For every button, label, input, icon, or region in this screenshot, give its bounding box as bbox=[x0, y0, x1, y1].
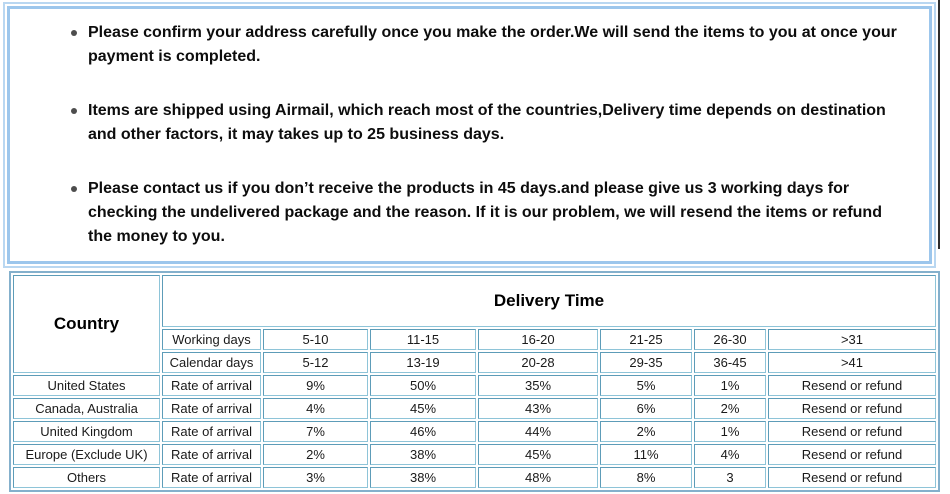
rate-value-cell: 45% bbox=[478, 444, 598, 465]
country-cell: Others bbox=[13, 467, 160, 488]
rate-of-arrival-label-cell: Rate of arrival bbox=[162, 467, 261, 488]
working-days-row: Working days 5-10 11-15 16-20 21-25 26-3… bbox=[13, 329, 936, 350]
rate-value-cell: 3% bbox=[263, 467, 368, 488]
rate-value-cell: 45% bbox=[370, 398, 476, 419]
delivery-time-table: Country Delivery Time Working days 5-10 … bbox=[9, 271, 940, 492]
rate-of-arrival-label-cell: Rate of arrival bbox=[162, 421, 261, 442]
calendar-days-value-cell: 13-19 bbox=[370, 352, 476, 373]
rate-value-cell: 3 bbox=[694, 467, 766, 488]
rate-value-cell: 2% bbox=[600, 421, 692, 442]
rate-value-cell: 44% bbox=[478, 421, 598, 442]
country-cell: United Kingdom bbox=[13, 421, 160, 442]
rate-value-cell: 35% bbox=[478, 375, 598, 396]
calendar-days-label-cell: Calendar days bbox=[162, 352, 261, 373]
rate-value-cell: 48% bbox=[478, 467, 598, 488]
rate-value-cell: 8% bbox=[600, 467, 692, 488]
calendar-days-row: Calendar days 5-12 13-19 20-28 29-35 36-… bbox=[13, 352, 936, 373]
country-cell: Europe (Exclude UK) bbox=[13, 444, 160, 465]
resend-refund-cell: Resend or refund bbox=[768, 375, 936, 396]
country-cell: Canada, Australia bbox=[13, 398, 160, 419]
calendar-days-value-cell: 29-35 bbox=[600, 352, 692, 373]
working-days-value-cell: 21-25 bbox=[600, 329, 692, 350]
calendar-days-value-cell: 36-45 bbox=[694, 352, 766, 373]
rate-value-cell: 7% bbox=[263, 421, 368, 442]
resend-refund-cell: Resend or refund bbox=[768, 467, 936, 488]
rate-value-cell: 50% bbox=[370, 375, 476, 396]
table-row-united-kingdom: United Kingdom Rate of arrival 7% 46% 44… bbox=[13, 421, 936, 442]
working-days-label-cell: Working days bbox=[162, 329, 261, 350]
table-row-europe: Europe (Exclude UK) Rate of arrival 2% 3… bbox=[13, 444, 936, 465]
country-header-cell: Country bbox=[13, 275, 160, 373]
rate-value-cell: 2% bbox=[263, 444, 368, 465]
table-header-row: Country Delivery Time bbox=[13, 275, 936, 373]
rate-of-arrival-label-cell: Rate of arrival bbox=[162, 444, 261, 465]
calendar-days-value-cell: 20-28 bbox=[478, 352, 598, 373]
delivery-time-header-cell: Delivery Time bbox=[162, 275, 936, 327]
calendar-days-value-cell: >41 bbox=[768, 352, 936, 373]
rate-value-cell: 11% bbox=[600, 444, 692, 465]
resend-refund-cell: Resend or refund bbox=[768, 421, 936, 442]
working-days-value-cell: 26-30 bbox=[694, 329, 766, 350]
rate-value-cell: 4% bbox=[263, 398, 368, 419]
calendar-days-value-cell: 5-12 bbox=[263, 352, 368, 373]
table-row-united-states: United States Rate of arrival 9% 50% 35%… bbox=[13, 375, 936, 396]
notice-item-confirm-address: Please confirm your address carefully on… bbox=[71, 21, 909, 69]
rate-of-arrival-label-cell: Rate of arrival bbox=[162, 375, 261, 396]
country-cell: United States bbox=[13, 375, 160, 396]
rate-value-cell: 46% bbox=[370, 421, 476, 442]
rate-value-cell: 6% bbox=[600, 398, 692, 419]
rate-value-cell: 9% bbox=[263, 375, 368, 396]
rate-of-arrival-label-cell: Rate of arrival bbox=[162, 398, 261, 419]
rate-value-cell: 4% bbox=[694, 444, 766, 465]
rate-value-cell: 2% bbox=[694, 398, 766, 419]
rate-value-cell: 1% bbox=[694, 375, 766, 396]
notice-item-airmail-shipping: Items are shipped using Airmail, which r… bbox=[71, 99, 909, 147]
working-days-value-cell: 16-20 bbox=[478, 329, 598, 350]
resend-refund-cell: Resend or refund bbox=[768, 444, 936, 465]
resend-refund-cell: Resend or refund bbox=[768, 398, 936, 419]
rate-value-cell: 43% bbox=[478, 398, 598, 419]
rate-value-cell: 5% bbox=[600, 375, 692, 396]
working-days-value-cell: >31 bbox=[768, 329, 936, 350]
notice-item-contact-us: Please contact us if you don’t receive t… bbox=[71, 177, 909, 249]
working-days-value-cell: 11-15 bbox=[370, 329, 476, 350]
page-edge-line bbox=[938, 0, 940, 249]
rate-value-cell: 38% bbox=[370, 467, 476, 488]
rate-value-cell: 1% bbox=[694, 421, 766, 442]
working-days-value-cell: 5-10 bbox=[263, 329, 368, 350]
shipping-notice-box: Please confirm your address carefully on… bbox=[3, 2, 936, 268]
shipping-notice-list: Please confirm your address carefully on… bbox=[71, 21, 909, 249]
shipping-notice-inner-border: Please confirm your address carefully on… bbox=[7, 6, 932, 264]
table-row-canada-australia: Canada, Australia Rate of arrival 4% 45%… bbox=[13, 398, 936, 419]
rate-value-cell: 38% bbox=[370, 444, 476, 465]
table-row-others: Others Rate of arrival 3% 38% 48% 8% 3 R… bbox=[13, 467, 936, 488]
